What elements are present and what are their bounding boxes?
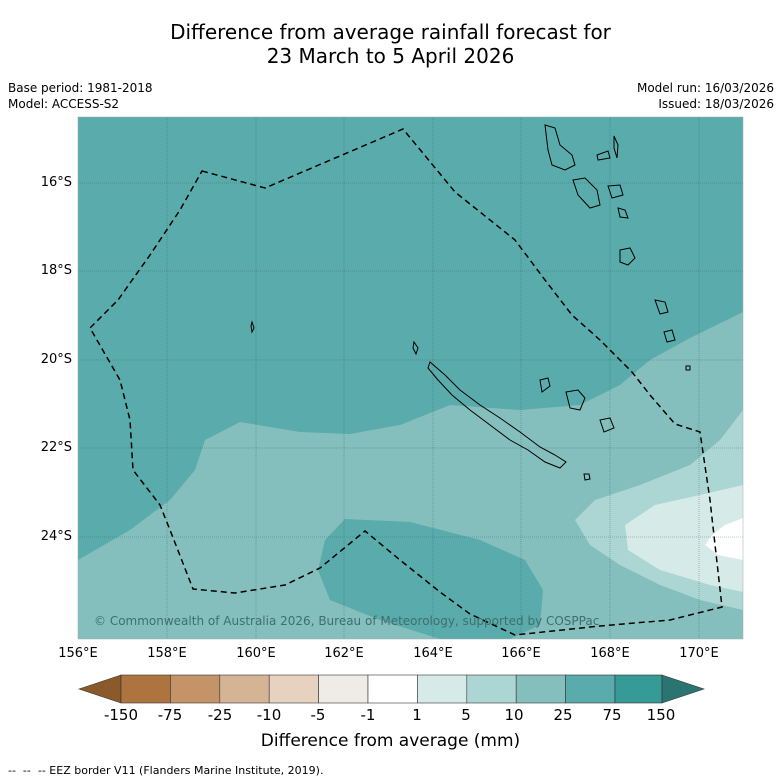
cb-swatch-neg5-neg1 <box>318 674 369 704</box>
maewo <box>596 150 611 161</box>
cb-swatch-neg75-neg25 <box>170 674 221 704</box>
lon-label-166e: 166°E <box>501 646 541 661</box>
band-1-5 <box>625 485 743 592</box>
lon-label-170e: 170°E <box>679 646 719 661</box>
mare <box>599 417 615 433</box>
efate <box>607 184 624 199</box>
cb-swatch-neg1-1 <box>367 674 418 704</box>
model-name: Model: ACCESS-S2 <box>8 97 120 111</box>
new-caledonia <box>427 361 567 469</box>
meta-right: Model run: 16/03/2026 Issued: 18/03/2026 <box>637 80 774 112</box>
map-title: Difference from average rainfall forecas… <box>0 20 781 68</box>
small-isle-b <box>250 320 255 334</box>
cb-tick-10: 10 <box>504 706 524 724</box>
gridlines <box>78 117 743 639</box>
lon-label-168e: 168°E <box>590 646 630 661</box>
malekula <box>572 177 601 209</box>
copyright-notice: © Commonwealth of Australia 2026, Bureau… <box>94 614 600 628</box>
cb-tick-neg1: -1 <box>360 706 376 724</box>
lon-label-162e: 162°E <box>324 646 364 661</box>
cb-tick-neg10: -10 <box>256 706 282 724</box>
map-frame <box>77 116 744 640</box>
cb-tick-5: 5 <box>461 706 471 724</box>
cb-swatch-neg150-neg75 <box>120 674 171 704</box>
lon-label-164e: 164°E <box>413 646 453 661</box>
cb-tick-neg5: -5 <box>310 706 326 724</box>
small-isle-a <box>685 365 691 371</box>
hunter-island <box>663 329 676 343</box>
lon-label-156e: 156°E <box>58 646 98 661</box>
colorbar <box>78 674 705 704</box>
eez-border <box>89 128 723 636</box>
band-white <box>705 518 743 560</box>
band-10-25 <box>78 312 743 639</box>
eez-footnote: -- -- -- EEZ border V11 (Flanders Marine… <box>8 764 324 777</box>
erromango <box>617 207 629 219</box>
lat-label-24s: 24°S <box>40 529 72 544</box>
meta-left: Base period: 1981-2018 Model: ACCESS-S2 <box>8 80 153 112</box>
lat-label-16s: 16°S <box>40 175 72 190</box>
ouvea <box>539 377 551 393</box>
lifou <box>565 389 586 411</box>
base-period: Base period: 1981-2018 <box>8 81 153 95</box>
cb-tick-neg150: -150 <box>103 706 139 724</box>
issued-date: Issued: 18/03/2026 <box>658 97 774 111</box>
cb-tick-neg25: -25 <box>207 706 233 724</box>
cb-tick-150: 150 <box>646 706 676 724</box>
band-25-75-south <box>318 519 543 639</box>
model-run: Model run: 16/03/2026 <box>636 81 774 95</box>
tanna <box>619 247 636 266</box>
cb-arrow-right <box>661 674 705 704</box>
lon-label-158e: 158°E <box>147 646 187 661</box>
lon-label-160e: 160°E <box>236 646 276 661</box>
cb-tick-1: 1 <box>412 706 422 724</box>
belep-islands <box>412 340 419 356</box>
cb-tick-25: 25 <box>553 706 573 724</box>
cb-tick-75: 75 <box>602 706 622 724</box>
coastlines <box>250 124 691 481</box>
cb-swatch-75-150 <box>614 674 663 704</box>
title-line-1: Difference from average rainfall forecas… <box>170 20 611 44</box>
cb-swatch-25-75 <box>565 674 616 704</box>
matthew-island <box>654 299 669 315</box>
cb-swatch-5-10 <box>466 674 517 704</box>
cb-swatch-neg10-neg5 <box>268 674 319 704</box>
lat-label-22s: 22°S <box>40 440 72 455</box>
lat-label-20s: 20°S <box>40 352 72 367</box>
title-line-2: 23 March to 5 April 2026 <box>266 44 515 68</box>
cb-swatch-1-5 <box>417 674 468 704</box>
pentecost <box>613 135 619 159</box>
cb-arrow-left <box>78 674 122 704</box>
cb-swatch-10-25 <box>515 674 566 704</box>
cb-swatch-neg25-neg10 <box>219 674 270 704</box>
cb-tick-neg75: -75 <box>157 706 183 724</box>
isle-of-pines <box>583 473 591 481</box>
lat-label-18s: 18°S <box>40 263 72 278</box>
espiritu-santo <box>544 124 576 171</box>
colorbar-title: Difference from average (mm) <box>260 731 521 751</box>
